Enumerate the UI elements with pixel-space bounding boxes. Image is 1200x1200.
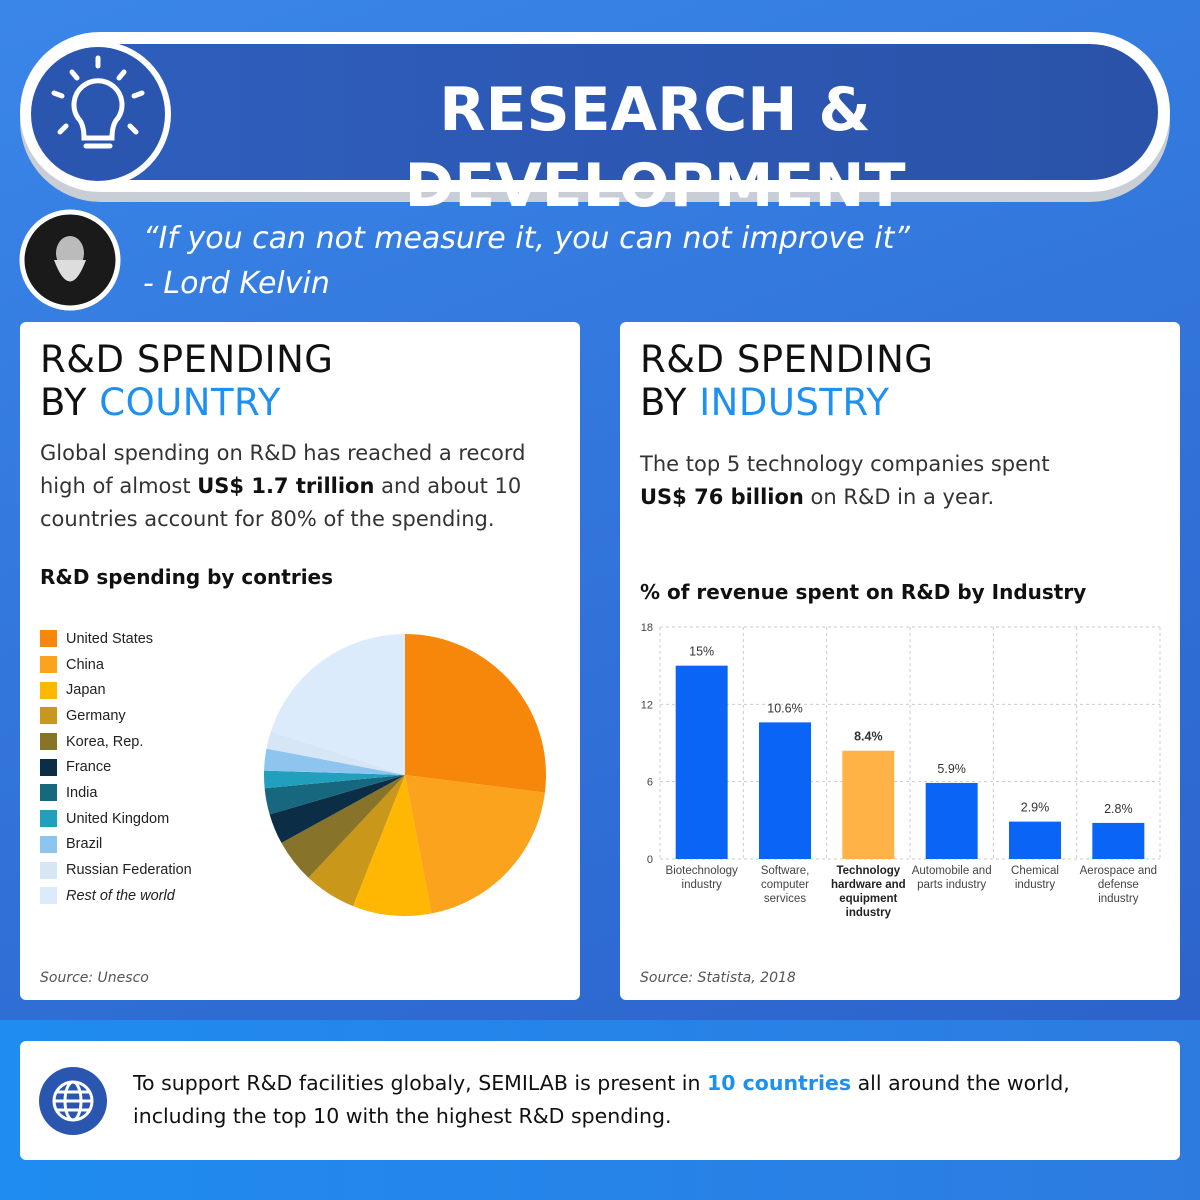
body-text: on R&D in a year. [803,485,995,509]
card-heading: R&D SPENDING BY INDUSTRY [640,338,933,424]
legend-label: France [66,759,112,776]
card-heading: R&D SPENDING BY COUNTRY [40,338,333,424]
legend-item: Japan [40,677,192,703]
heading-line: R&D SPENDING [40,338,334,381]
legend-swatch [40,835,57,853]
legend-label: Russian Federation [66,862,192,879]
legend-item: France [40,754,192,780]
footer-segment: all around the world, including the top … [133,1071,1070,1128]
card-body: The top 5 technology companies spent US$… [640,448,1080,514]
footer-text: To support R&D facilities globaly, SEMIL… [133,1067,1163,1133]
header-title: RESEARCH & DEVELOPMENT [404,75,906,221]
legend: United States China Japan Germany Korea, Rep… [40,626,192,909]
legend-swatch [40,784,57,802]
legend-label: Brazil [66,836,103,853]
legend-item: Russian Federation [40,857,192,883]
heading-line: BY COUNTRY [40,381,333,424]
legend-label: United States [66,630,154,647]
footer-strong: 10 countries [706,1071,852,1095]
legend-swatch [40,758,57,776]
chart-title: R&D spending by contries [40,565,334,589]
quote-text: “If you can not measure it, you can not … [143,221,910,256]
legend-label: United Kingdom [66,810,170,827]
heading-line: BY INDUSTRY [640,381,933,424]
legend-label: India [66,784,98,801]
legend-item: Brazil [40,832,192,858]
body-text: Global spending on R&D has reached a rec… [40,441,526,498]
source: Source: Unesco [40,970,149,986]
body-strong: US$ 1.7 trillion [197,474,375,498]
legend-swatch [40,861,57,879]
legend-item: United Kingdom [40,806,192,832]
x-tick-label: Biotechnology industry [665,865,738,891]
portrait [19,209,121,311]
x-tick-label: Automobile and parts industry [911,865,992,891]
source: Source: Statista, 2018 [640,970,796,986]
footer-card [20,1041,1180,1160]
legend-item: India [40,780,192,806]
heading-text: BY [40,381,87,424]
legend-label: Germany [66,707,126,724]
heading-accent: COUNTRY [99,381,281,424]
legend-label: Korea, Rep. [66,733,144,750]
heading-accent: INDUSTRY [699,381,890,424]
legend-swatch [40,656,57,674]
quote-author: - Lord Kelvin [143,266,330,301]
legend-item: China [40,652,192,678]
header-inner [32,44,1158,180]
header-icon [25,41,171,187]
legend-swatch [40,887,57,905]
legend-item: Germany [40,703,192,729]
footer-segment: To support R&D facilities globaly, SEMIL… [133,1071,707,1095]
legend-item: Rest of the world [40,883,192,909]
legend-item: United States [40,626,192,652]
legend-label: Rest of the world [66,887,175,904]
body-strong: US$ 76 billion [640,485,804,509]
body-text: The top 5 technology companies spent [640,452,1050,476]
x-tick-label: Software, computer services [760,865,810,905]
chart-title: % of revenue spent on R&D by Industry [640,580,1087,604]
body-text: and about 10 countries account for 80% o… [40,474,522,531]
legend-swatch [40,810,57,828]
industry-card [620,322,1180,1000]
legend-swatch [40,630,57,648]
heading-text: BY [640,381,687,424]
legend-swatch [40,707,57,725]
x-tick-label: Chemical industry [1011,865,1059,891]
heading-line: R&D SPENDING [640,338,934,381]
legend-item: Korea, Rep. [40,729,192,755]
globe-icon [39,1067,107,1135]
card-body: Global spending on R&D has reached a rec… [40,437,560,536]
legend-swatch [40,733,57,751]
legend-label: Japan [66,682,106,699]
x-tick-label: Aerospace and defense industry [1079,865,1158,905]
x-tick-label: Technology hardware and equipment indust… [830,865,906,919]
legend-label: China [66,656,104,673]
legend-swatch [40,681,57,699]
